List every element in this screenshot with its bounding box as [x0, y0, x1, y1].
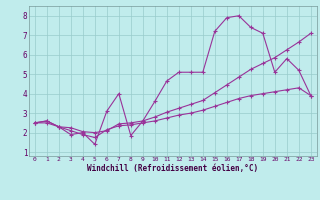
X-axis label: Windchill (Refroidissement éolien,°C): Windchill (Refroidissement éolien,°C) [87, 164, 258, 173]
